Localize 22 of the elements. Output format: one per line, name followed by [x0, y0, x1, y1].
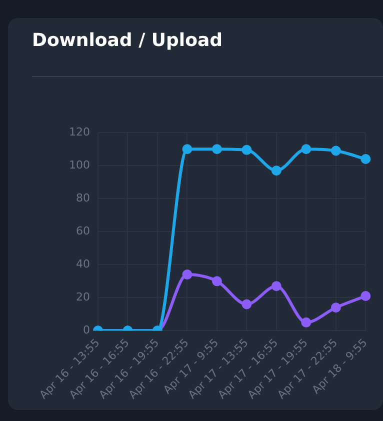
y-tick-label: 120 [68, 125, 90, 138]
point [182, 270, 192, 280]
point [301, 144, 312, 154]
point [330, 302, 341, 313]
point [271, 281, 282, 292]
y-tick-label: 100 [68, 158, 90, 172]
point [271, 166, 282, 176]
point [212, 144, 222, 154]
point [242, 299, 252, 310]
point [301, 317, 312, 328]
y-tick-label: 0 [82, 324, 90, 337]
y-tick-label: 60 [76, 224, 90, 238]
point [360, 291, 371, 302]
point [212, 276, 222, 286]
point [182, 144, 192, 154]
point [360, 154, 371, 164]
y-tick-label: 20 [76, 290, 90, 304]
point [330, 146, 341, 156]
chart-title: Download / Upload [32, 30, 222, 51]
y-tick-label: 80 [76, 191, 90, 204]
y-tick-label: 40 [76, 258, 90, 271]
point [242, 144, 252, 155]
